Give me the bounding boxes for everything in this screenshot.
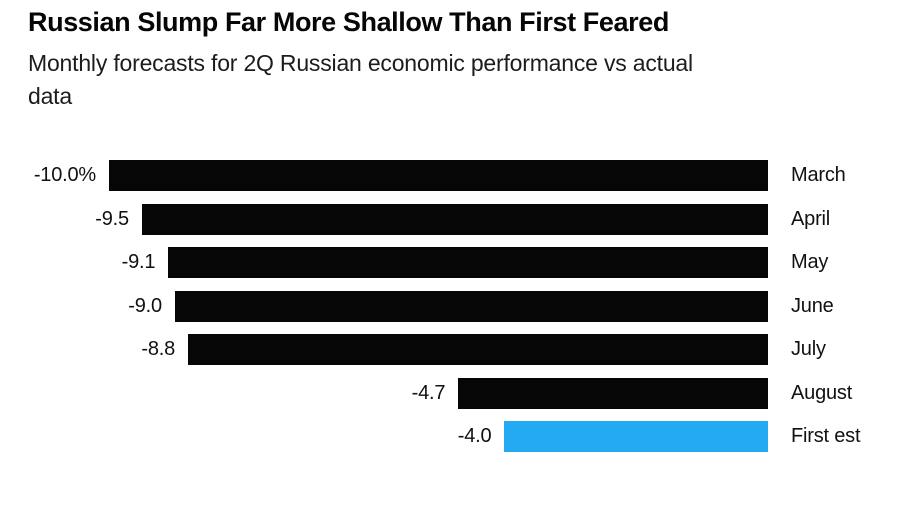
bar-value-label: -9.0 — [128, 294, 162, 317]
bar — [168, 247, 768, 278]
bar-row: -9.1 May — [0, 247, 900, 278]
bar-value-label: -8.8 — [141, 338, 176, 360]
chart-title: Russian Slump Far More Shallow Than Firs… — [28, 7, 669, 37]
bar-category-label: August — [791, 381, 853, 404]
bar-category-label: March — [791, 164, 846, 186]
bar — [188, 334, 768, 365]
bar-category-label: April — [791, 207, 831, 230]
bar-category-label: July — [791, 338, 826, 360]
bar — [504, 421, 768, 452]
bar-row: -9.5 April — [0, 203, 900, 235]
bar-category-label: First est — [791, 425, 861, 447]
chart-subtitle-line: Monthly forecasts for 2Q Russian economi… — [28, 50, 693, 76]
bar-value-label: -4.7 — [411, 381, 446, 404]
bar-value-label: -10.0% — [33, 164, 96, 186]
bar-row: -9.0 June — [0, 290, 900, 322]
bar-row: -4.7 August — [0, 377, 900, 409]
bar-row: -8.8 July — [0, 334, 900, 365]
bar-value-label: -4.0 — [457, 425, 492, 447]
bar — [141, 203, 768, 235]
chart-subtitle-line: data — [28, 83, 72, 109]
bar — [458, 377, 768, 409]
bar-row: -4.0 First est — [0, 421, 900, 452]
bar — [109, 160, 768, 191]
bar-category-label: June — [791, 294, 834, 317]
chart-subtitle: Monthly forecasts for 2Q Russian economi… — [28, 47, 693, 113]
bar — [174, 290, 768, 322]
bar-category-label: May — [791, 251, 829, 273]
bar-value-label: -9.5 — [95, 207, 129, 230]
bar-value-label: -9.1 — [121, 251, 156, 273]
bar-row: -10.0% March — [0, 160, 900, 191]
